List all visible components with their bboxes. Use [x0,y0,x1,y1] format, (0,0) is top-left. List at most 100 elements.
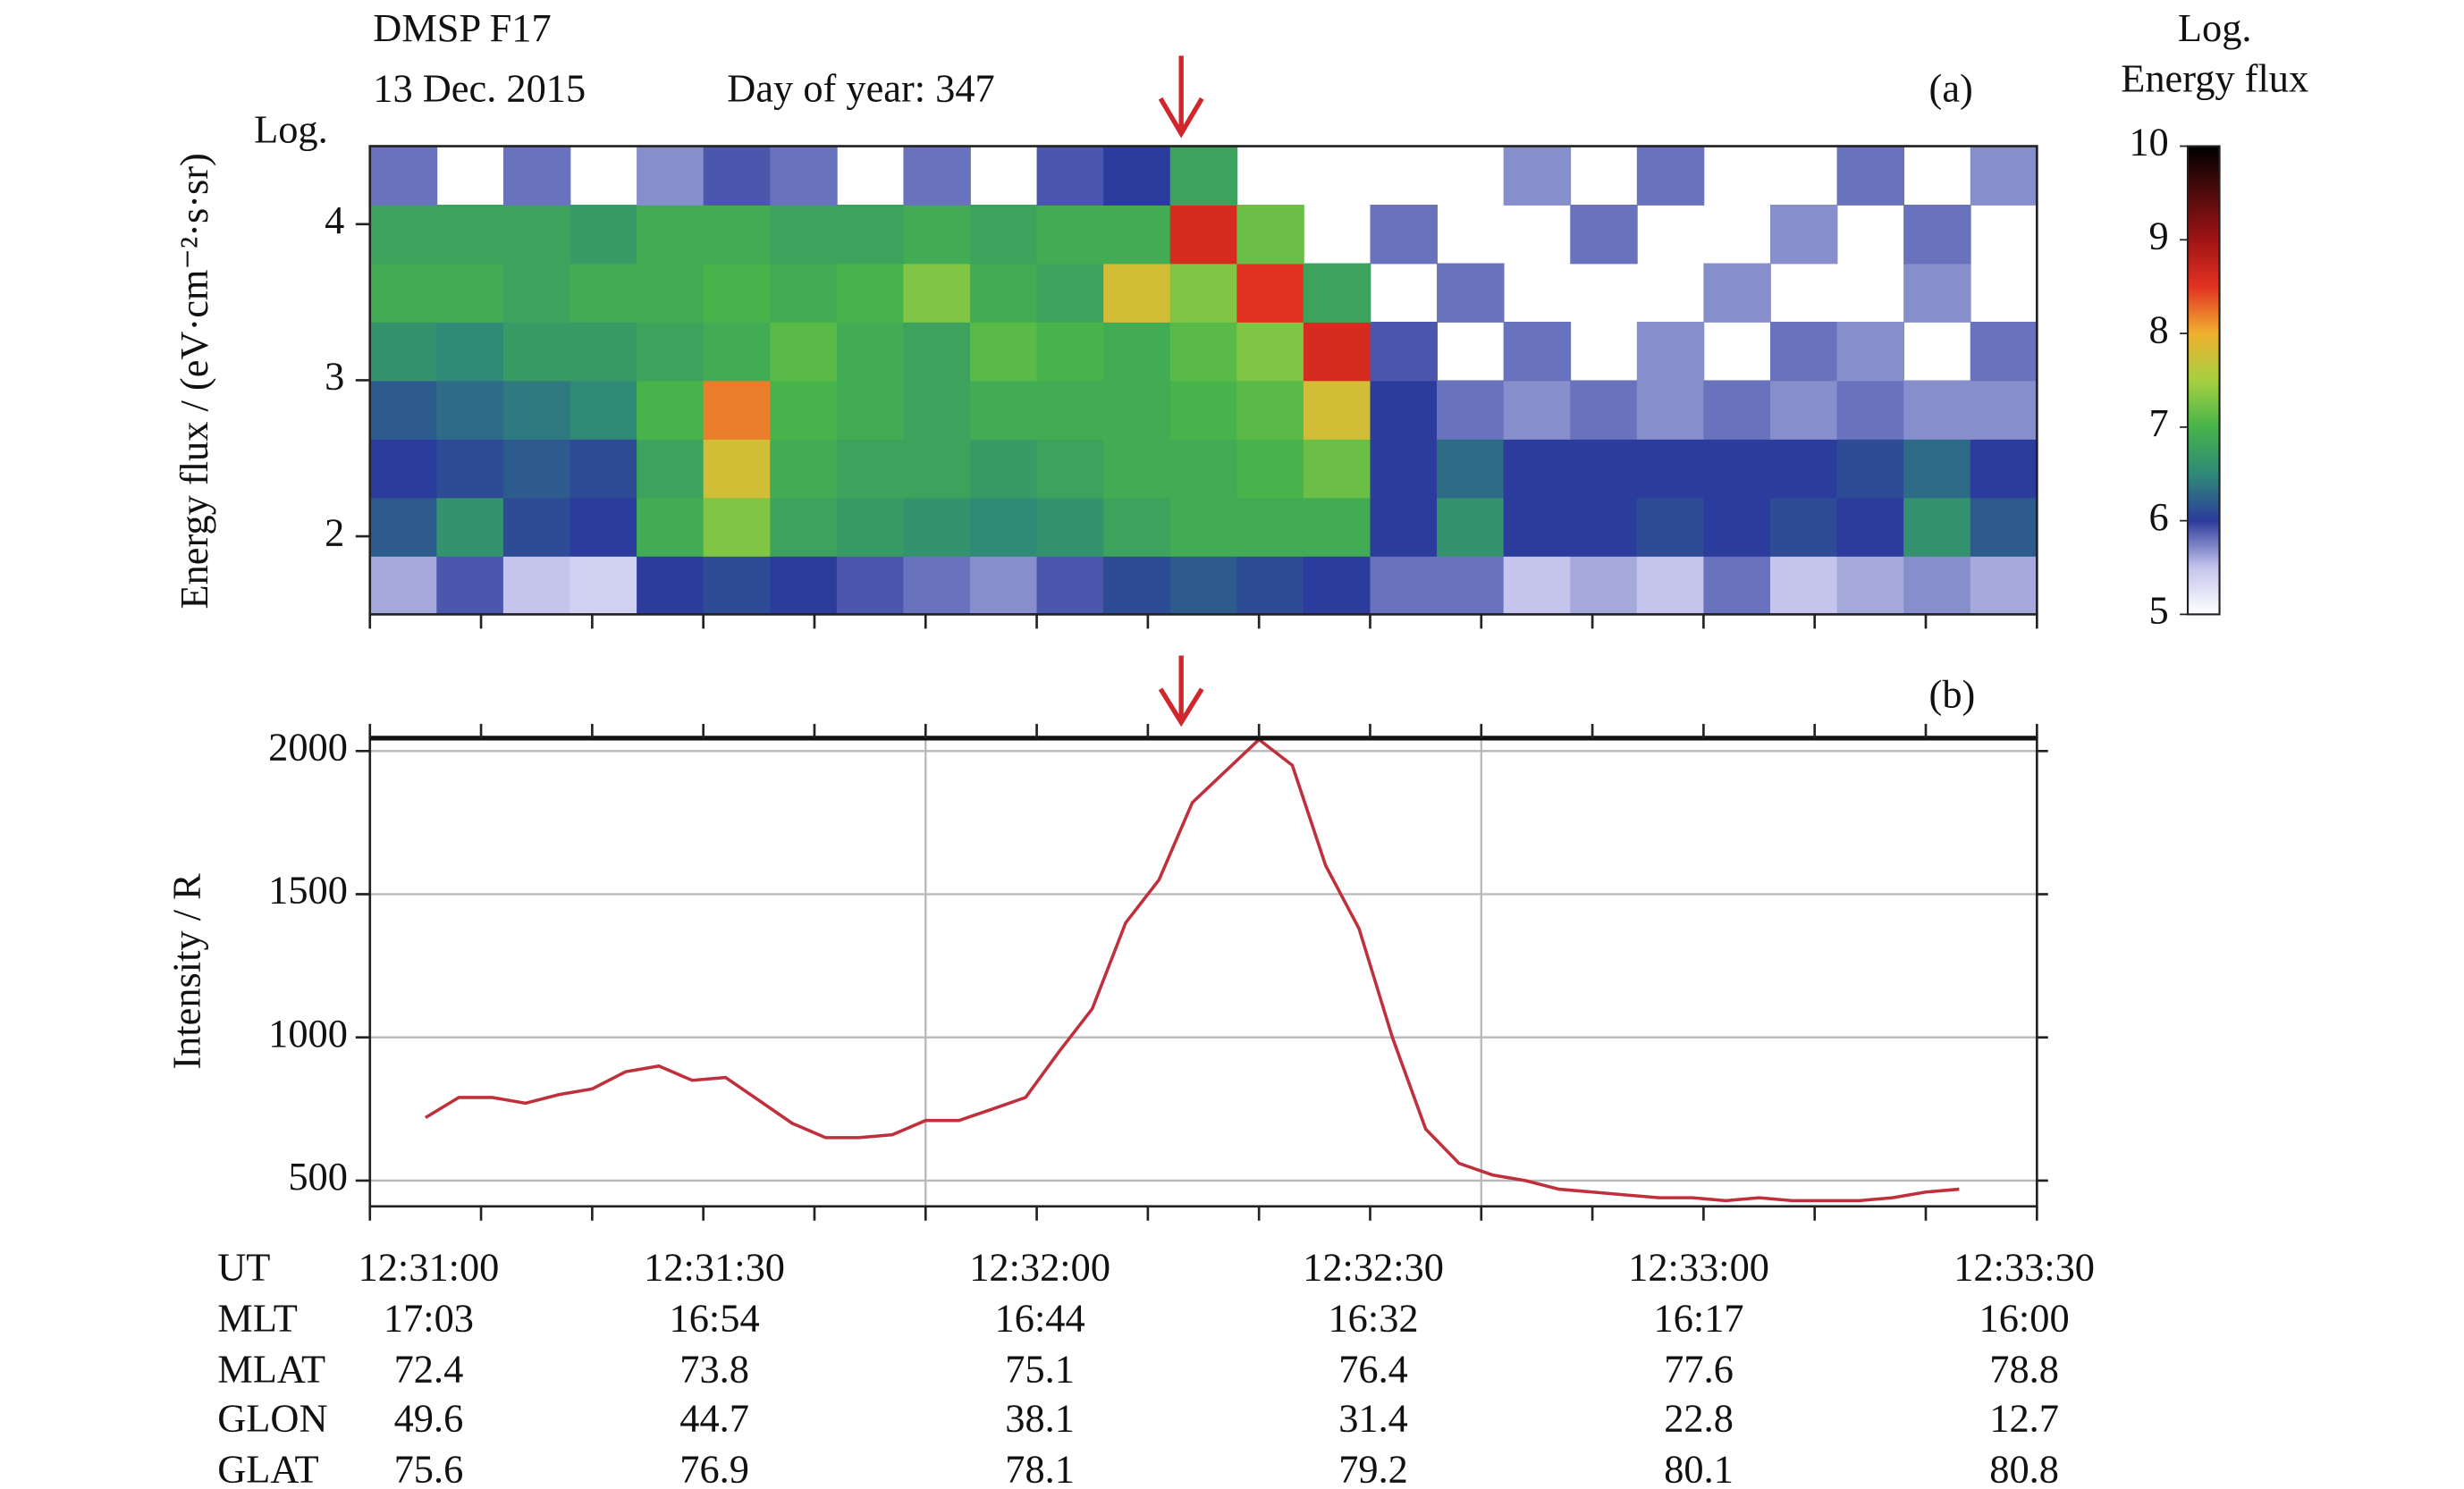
heatmap-cell [969,205,1038,265]
table-cell: 16:44 [995,1296,1085,1341]
table-cell: 72.4 [394,1346,464,1391]
heatmap-cell [1836,146,1905,206]
table-cell: 75.1 [1005,1346,1075,1391]
heatmap-cell [369,263,438,323]
heatmap-cell [369,205,438,265]
table-cell: 12:33:00 [1628,1245,1769,1290]
heatmap-cell [369,438,438,499]
heatmap-cell [436,497,504,557]
heatmap-cell [1570,497,1638,557]
heatmap-cell [436,205,504,265]
colorbar-title: Log. [2178,5,2252,50]
heatmap-cell [1169,263,1238,323]
heatmap-cell [1036,263,1105,323]
heatmap-cell [969,497,1038,557]
heatmap-cell [637,263,705,323]
table-cell: 73.8 [679,1346,749,1391]
heatmap-cell [637,321,705,382]
arrow [1158,655,1204,728]
heatmap-cell [1370,438,1438,499]
table-cell: 78.8 [1989,1346,2059,1391]
table-cell: 16:00 [1979,1296,2070,1341]
table-cell: 31.4 [1338,1395,1408,1440]
table-cell: 44.7 [679,1395,749,1440]
heatmap-cell [1703,555,1771,616]
row-label: GLAT [217,1446,318,1489]
heatmap-cell [1236,263,1304,323]
heatmap-cell [570,263,637,323]
heatmap-cell [637,555,705,616]
heatmap-cell [1703,497,1771,557]
heatmap-cell [1836,555,1905,616]
colorbar-tick-label: 8 [2149,307,2169,351]
table-cell: 16:17 [1654,1296,1744,1341]
heatmap-cell [436,321,504,382]
heatmap-cell [1503,321,1572,382]
date: 13 Dec. 2015 [373,65,586,110]
table-cell: 79.2 [1338,1446,1408,1489]
heatmap-cell [836,263,905,323]
heatmap-cell [637,497,705,557]
table-cell: 77.6 [1664,1346,1734,1391]
heatmap-cell [1303,438,1371,499]
heatmap-cell [1036,438,1105,499]
heatmap-cell [1703,263,1771,323]
table-cell: 12:31:30 [644,1245,785,1290]
heatmap-cell [502,380,571,440]
heatmap-cell [1703,380,1771,440]
table-cell: 80.1 [1664,1446,1734,1489]
heatmap-cell [1903,205,1971,265]
heatmap-cell [1437,380,1505,440]
table-cell: 38.1 [1005,1395,1075,1440]
heatmap-cell [1103,555,1171,616]
heatmap-cell [1169,555,1238,616]
heatmap-cell [903,321,971,382]
heatmap-cell [369,380,438,440]
y-axis-label: Energy flux / (eV·cm⁻²·s·sr) [172,153,216,609]
heatmap-cell [1103,380,1171,440]
heatmap-cell [1769,380,1838,440]
heatmap-cell [502,555,571,616]
colorbar-title: Energy flux [2121,56,2308,101]
heatmap-cell [1036,497,1105,557]
heatmap-cell [703,497,772,557]
heatmap-cell [1036,146,1105,206]
heatmap-cell [1303,555,1371,616]
heatmap-cell [1836,438,1905,499]
plot-frame [368,736,2038,1208]
table-cell: 16:32 [1328,1296,1418,1341]
heatmap-cell [1103,146,1171,206]
heatmap-cell [703,380,772,440]
heatmap-cell [1636,555,1705,616]
heatmap-cell [502,263,571,323]
heatmap-cell [1370,555,1438,616]
heatmap-cell [1970,438,2038,499]
heatmap-cell [836,438,905,499]
y-tick-label: 3 [325,354,344,399]
heatmap-cell [1236,205,1304,265]
y-tick-label: 2 [325,509,344,554]
heatmap-cell [1970,380,2038,440]
heatmap-cell [703,205,772,265]
table-cell: 22.8 [1664,1395,1734,1440]
heatmap-cell [1437,555,1505,616]
heatmap-cell [1169,205,1238,265]
intensity-line [424,737,1960,1203]
heatmap-cell [703,321,772,382]
heatmap-cell [502,497,571,557]
heatmap-cell [903,497,971,557]
heatmap-cell [1103,205,1171,265]
heatmap-cell [1636,380,1705,440]
y-tick-label: 1000 [268,1011,348,1056]
table-cell: 17:03 [384,1296,474,1341]
table-cell: 12:31:00 [359,1245,500,1290]
heatmap-cell [770,205,838,265]
heatmap-cell [1303,263,1371,323]
heatmap-cell [1570,438,1638,499]
heatmap-cell [1370,321,1438,382]
heatmap-cell [502,321,571,382]
heatmap-cell [1503,555,1572,616]
heatmap-cell [570,321,637,382]
heatmap-cell [969,438,1038,499]
